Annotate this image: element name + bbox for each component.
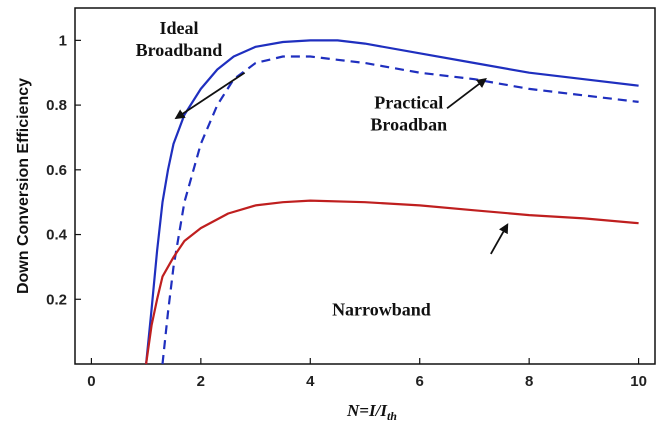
x-tick-label: 2: [197, 373, 205, 390]
annotation-line: Narrowband: [332, 299, 431, 319]
x-axis-label: N=I/Ith: [346, 401, 397, 423]
x-tick-label: 10: [630, 373, 647, 390]
annotation-arrow: [490, 223, 509, 255]
y-axis-ticks: 0.2 0.4 0.6 0.8 1: [46, 32, 81, 308]
series-line-practical-broadban: [161, 55, 639, 365]
annotation-layer: Ideal Broadband Practical Broadban Narrowban…: [136, 18, 509, 319]
y-tick-label: 0.8: [46, 97, 67, 114]
annotation-arrow: [446, 77, 487, 110]
annotation-label: Practical Broadban: [370, 92, 447, 134]
plot-frame: [74, 7, 656, 365]
series-line-ideal-broadband: [145, 39, 639, 365]
x-axis-ticks: 0 2 4 6 8 10: [87, 358, 647, 390]
x-tick-label: 4: [306, 373, 315, 390]
annotation-line: Practical: [374, 92, 443, 112]
y-tick-label: 0.6: [46, 162, 67, 179]
annotation-label: Narrowband: [332, 299, 431, 319]
series-layer: [145, 39, 639, 365]
x-axis-label-sub: th: [387, 409, 397, 423]
x-tick-label: 8: [525, 373, 533, 390]
x-tick-label: 0: [87, 373, 95, 390]
y-axis-label: Down Conversion Efficiency: [15, 78, 32, 294]
annotation-label: Ideal Broadband: [136, 18, 223, 60]
annotation-line: Broadband: [136, 40, 223, 60]
annotation-line: Broadban: [370, 114, 447, 134]
y-tick-label: 0.4: [46, 227, 68, 244]
y-tick-label: 0.2: [46, 291, 67, 308]
series-line-narrowband: [145, 199, 639, 365]
x-axis-label-main: N=I/I: [346, 401, 388, 420]
x-tick-label: 6: [416, 373, 424, 390]
annotation-line: Ideal: [159, 18, 198, 38]
y-tick-label: 1: [59, 32, 67, 49]
annotation-arrow: [174, 71, 246, 120]
